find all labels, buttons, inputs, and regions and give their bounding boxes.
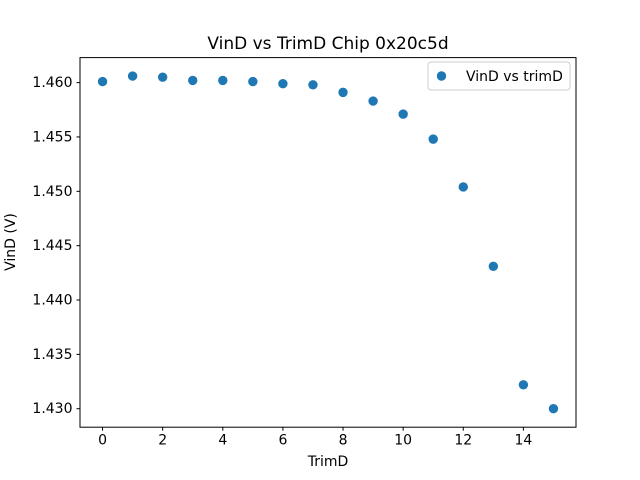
scatter-point <box>248 76 258 87</box>
legend: VinD vs trimD <box>427 61 571 91</box>
y-tick-label: 1.430 <box>32 401 72 417</box>
scatter-points <box>97 71 559 414</box>
y-tick-label: 1.450 <box>32 184 72 200</box>
x-tick-label: 2 <box>158 433 167 449</box>
scatter-point <box>548 404 559 414</box>
x-tick-label: 0 <box>98 433 107 449</box>
scatter-point <box>428 134 438 144</box>
y-tick-label: 1.455 <box>32 129 72 145</box>
x-axis-label: TrimD <box>307 454 349 470</box>
scatter-point <box>518 380 529 390</box>
scatter-point <box>278 78 288 89</box>
scatter-point <box>338 87 348 98</box>
x-tick-label: 12 <box>454 433 472 449</box>
scatter-point <box>368 96 378 106</box>
scatter-point <box>157 72 168 82</box>
scatter-point <box>398 109 408 119</box>
legend-label: VinD vs trimD <box>466 69 563 85</box>
legend-marker-icon <box>436 71 447 81</box>
y-tick-label: 1.460 <box>32 75 72 91</box>
y-tick-label: 1.440 <box>32 293 72 309</box>
x-axis-ticks: 0 2 4 6 8 10 12 14 <box>98 427 532 449</box>
x-tick-label: 4 <box>218 433 227 449</box>
scatter-point <box>218 75 228 86</box>
axes-frame <box>79 57 577 428</box>
y-tick-label: 1.445 <box>32 238 72 254</box>
x-tick-label: 10 <box>394 433 412 449</box>
scatter-point <box>97 76 108 87</box>
scatter-point <box>188 75 198 86</box>
y-tick-label: 1.435 <box>32 347 72 363</box>
scatter-point <box>127 71 138 81</box>
chart-title: VinD vs TrimD Chip 0x20c5d <box>207 34 448 54</box>
legend-box <box>427 61 571 91</box>
x-tick-label: 8 <box>339 433 348 449</box>
scatter-point <box>458 182 468 192</box>
x-tick-label: 6 <box>278 433 287 449</box>
scatter-point <box>488 261 499 272</box>
y-axis-ticks: 1.430 1.435 1.440 1.445 1.450 1.455 1.460 <box>32 75 80 417</box>
x-tick-label: 14 <box>514 433 532 449</box>
y-axis-label: VinD (V) <box>3 213 19 271</box>
scatter-point <box>308 80 318 90</box>
